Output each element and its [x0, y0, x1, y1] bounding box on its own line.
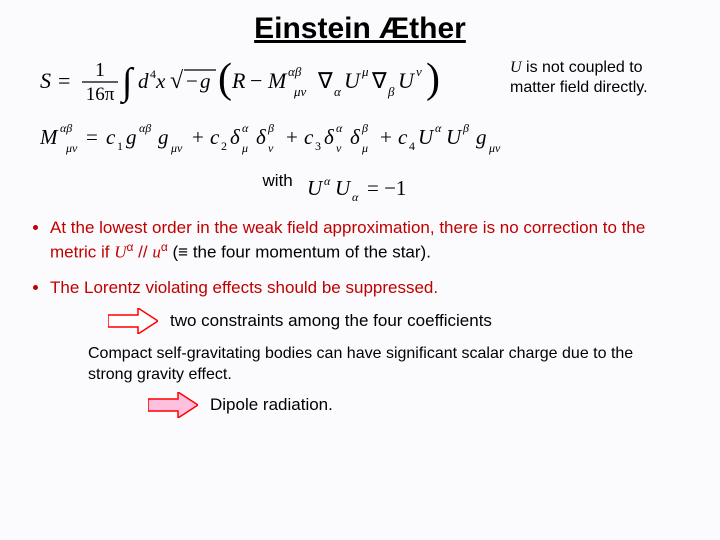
svg-text:+: +: [192, 125, 204, 149]
constraint-row: with U α U α = −1: [28, 171, 692, 203]
svg-text:μ: μ: [361, 141, 368, 155]
svg-text:α: α: [242, 121, 249, 135]
arrow-1-label: two constraints among the four coefficie…: [170, 311, 492, 331]
svg-text:μ: μ: [241, 141, 248, 155]
svg-text:): ): [426, 56, 440, 102]
svg-text:1: 1: [117, 139, 123, 153]
svg-text:αβ: αβ: [60, 121, 72, 135]
svg-text:−: −: [186, 69, 198, 93]
svg-text:α: α: [435, 121, 442, 135]
u-symbol: U: [510, 59, 522, 76]
svg-text:1: 1: [95, 59, 105, 81]
with-label: with: [263, 171, 293, 190]
svg-text:c: c: [304, 125, 314, 149]
svg-text:μν: μν: [488, 141, 501, 155]
action-row: S = 1 16π ∫ d 4 x √ − g ( R − M αβ μν ∇ …: [28, 52, 692, 114]
u-not-coupled-note: U is not coupled to matter field directl…: [510, 58, 692, 98]
svg-text:μν: μν: [65, 141, 78, 155]
svg-text:−: −: [250, 68, 262, 93]
svg-text:α: α: [352, 190, 359, 203]
svg-text:δ: δ: [256, 125, 267, 149]
bullet-1: At the lowest order in the weak field ap…: [50, 217, 692, 266]
svg-text:U: U: [344, 68, 362, 93]
svg-text:c: c: [106, 125, 116, 149]
svg-text:ν: ν: [268, 141, 274, 155]
svg-text:U: U: [418, 125, 435, 149]
svg-text:d: d: [138, 69, 149, 93]
svg-text:+: +: [380, 125, 392, 149]
svg-text:ν: ν: [336, 141, 342, 155]
arrow-2-label: Dipole radiation.: [210, 395, 333, 415]
svg-text:μν: μν: [170, 141, 183, 155]
svg-text:R: R: [231, 68, 246, 93]
svg-text:= −1: = −1: [367, 176, 406, 200]
equation-constraint: U α U α = −1: [307, 173, 457, 203]
svg-text:ν: ν: [416, 64, 422, 79]
svg-text:3: 3: [315, 139, 321, 153]
svg-text:α: α: [334, 84, 342, 99]
svg-text:α: α: [324, 174, 331, 188]
svg-text:U: U: [398, 68, 416, 93]
svg-text:β: β: [387, 84, 395, 99]
bullet-list: At the lowest order in the weak field ap…: [28, 217, 692, 300]
svg-text:∇: ∇: [317, 68, 333, 93]
svg-text:δ: δ: [324, 125, 335, 149]
svg-text:+: +: [286, 125, 298, 149]
equation-action-s: S = 1 16π ∫ d 4 x √ − g ( R − M αβ μν ∇ …: [40, 52, 500, 110]
svg-text:δ: δ: [350, 125, 361, 149]
svg-text:β: β: [267, 121, 274, 135]
svg-text:S: S: [40, 68, 51, 93]
svg-text:α: α: [336, 121, 343, 135]
svg-text:U: U: [335, 176, 352, 200]
svg-text:αβ: αβ: [139, 121, 151, 135]
svg-text:2: 2: [221, 139, 227, 153]
svg-text:g: g: [476, 125, 487, 149]
svg-text:αβ: αβ: [288, 64, 302, 79]
compact-bodies-note: Compact self-gravitating bodies can have…: [88, 344, 648, 386]
svg-text:δ: δ: [230, 125, 241, 149]
svg-text:16π: 16π: [86, 84, 115, 105]
svg-text:=: =: [86, 125, 98, 149]
svg-text:c: c: [210, 125, 220, 149]
svg-text:∇: ∇: [371, 68, 387, 93]
arrow-icon: [148, 392, 198, 418]
svg-text:M: M: [267, 68, 288, 93]
svg-text:c: c: [398, 125, 408, 149]
svg-text:∫: ∫: [120, 61, 135, 105]
svg-text:g: g: [158, 125, 169, 149]
svg-text:=: =: [58, 68, 70, 93]
svg-text:4: 4: [409, 139, 415, 153]
svg-text:(: (: [218, 56, 232, 102]
svg-text:x: x: [155, 69, 166, 93]
svg-text:μν: μν: [293, 84, 307, 99]
arrow-row-1: two constraints among the four coefficie…: [108, 308, 692, 334]
arrow-icon: [108, 308, 158, 334]
svg-text:g: g: [126, 125, 137, 149]
bullet-2: The Lorentz violating effects should be …: [50, 277, 692, 300]
equation-tensor-m: M αβ μν = c 1 g αβ g μν + c 2 δ α μ δ β …: [40, 116, 700, 158]
svg-text:U: U: [307, 176, 324, 200]
page-title: Einstein Æther: [28, 12, 692, 46]
svg-text:β: β: [462, 121, 469, 135]
u-note-rest: is not coupled to matter field directly.: [510, 59, 648, 96]
svg-text:√: √: [170, 68, 184, 94]
svg-text:β: β: [361, 121, 368, 135]
svg-text:U: U: [446, 125, 463, 149]
svg-text:M: M: [40, 125, 59, 149]
arrow-row-2: Dipole radiation.: [148, 392, 692, 418]
svg-text:g: g: [200, 69, 211, 93]
svg-text:μ: μ: [361, 64, 369, 79]
